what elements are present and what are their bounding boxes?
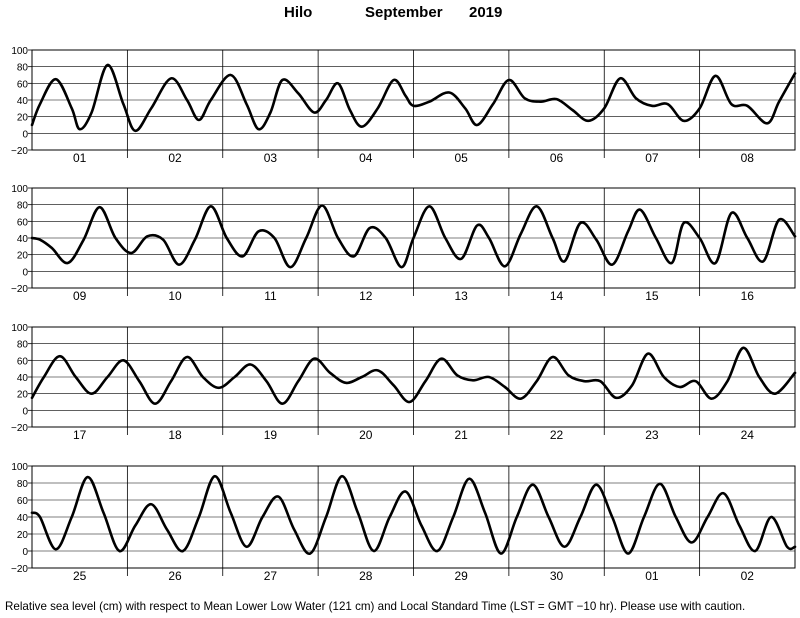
day-label: 18 [168, 428, 182, 442]
day-label: 08 [741, 151, 755, 165]
y-tick-label: −20 [11, 423, 28, 434]
y-tick-label: 80 [17, 479, 29, 490]
y-tick-label: 20 [17, 390, 29, 401]
day-label: 16 [741, 289, 755, 303]
y-tick-label: 20 [17, 251, 29, 262]
panel-frame [31, 49, 796, 151]
y-tick-label: 100 [11, 462, 28, 473]
tide-series-line [30, 63, 797, 133]
day-label: 19 [264, 428, 278, 442]
day-label: 14 [550, 289, 564, 303]
y-tick-label: 60 [17, 217, 29, 228]
y-tick-label: 80 [17, 63, 29, 74]
day-label: 07 [645, 151, 659, 165]
day-label: 27 [264, 569, 278, 583]
day-label: 30 [550, 569, 564, 583]
day-label: 26 [168, 569, 182, 583]
y-tick-label: 40 [17, 96, 29, 107]
tide-series-line [30, 204, 797, 269]
day-label: 24 [741, 428, 755, 442]
month-title: September [365, 4, 443, 21]
y-tick-label: 20 [17, 530, 29, 541]
day-label: 10 [168, 289, 182, 303]
y-tick-label: 60 [17, 356, 29, 367]
y-tick-label: 60 [17, 496, 29, 507]
day-label: 03 [264, 151, 278, 165]
day-label: 02 [741, 569, 755, 583]
panel-frame [31, 326, 796, 428]
day-label: 01 [645, 569, 659, 583]
station-title: Hilo [284, 4, 313, 21]
day-label: 21 [455, 428, 469, 442]
y-tick-label: −20 [11, 564, 28, 575]
day-label: 25 [73, 569, 87, 583]
y-tick-label: 40 [17, 234, 29, 245]
y-tick-label: 80 [17, 201, 29, 212]
day-label: 11 [264, 289, 277, 303]
tide-series-line [30, 474, 797, 555]
tide-series-line [30, 346, 797, 405]
y-tick-label: 20 [17, 113, 29, 124]
day-label: 01 [73, 151, 87, 165]
day-label: 06 [550, 151, 564, 165]
day-label: 28 [359, 569, 373, 583]
day-label: 12 [359, 289, 373, 303]
y-tick-label: 0 [22, 406, 28, 417]
y-tick-label: 0 [22, 129, 28, 140]
y-tick-label: 40 [17, 373, 29, 384]
footer-caption: Relative sea level (cm) with respect to … [5, 600, 746, 613]
y-tick-label: 40 [17, 513, 29, 524]
y-tick-label: −20 [11, 146, 28, 157]
y-tick-label: 100 [11, 323, 28, 334]
y-tick-label: 0 [22, 267, 28, 278]
day-label: 13 [455, 289, 469, 303]
y-tick-label: 60 [17, 79, 29, 90]
day-label: 05 [455, 151, 469, 165]
day-label: 04 [359, 151, 373, 165]
y-tick-label: 100 [11, 46, 28, 57]
y-tick-label: 80 [17, 340, 29, 351]
day-label: 29 [455, 569, 469, 583]
day-label: 23 [645, 428, 659, 442]
day-label: 22 [550, 428, 564, 442]
y-tick-label: 0 [22, 547, 28, 558]
day-label: 02 [168, 151, 182, 165]
day-label: 17 [73, 428, 87, 442]
year-title: 2019 [469, 4, 503, 21]
day-label: 09 [73, 289, 87, 303]
y-tick-label: 100 [11, 184, 28, 195]
day-label: 20 [359, 428, 373, 442]
panel-frame [31, 465, 796, 569]
y-tick-label: −20 [11, 284, 28, 295]
day-label: 15 [645, 289, 659, 303]
